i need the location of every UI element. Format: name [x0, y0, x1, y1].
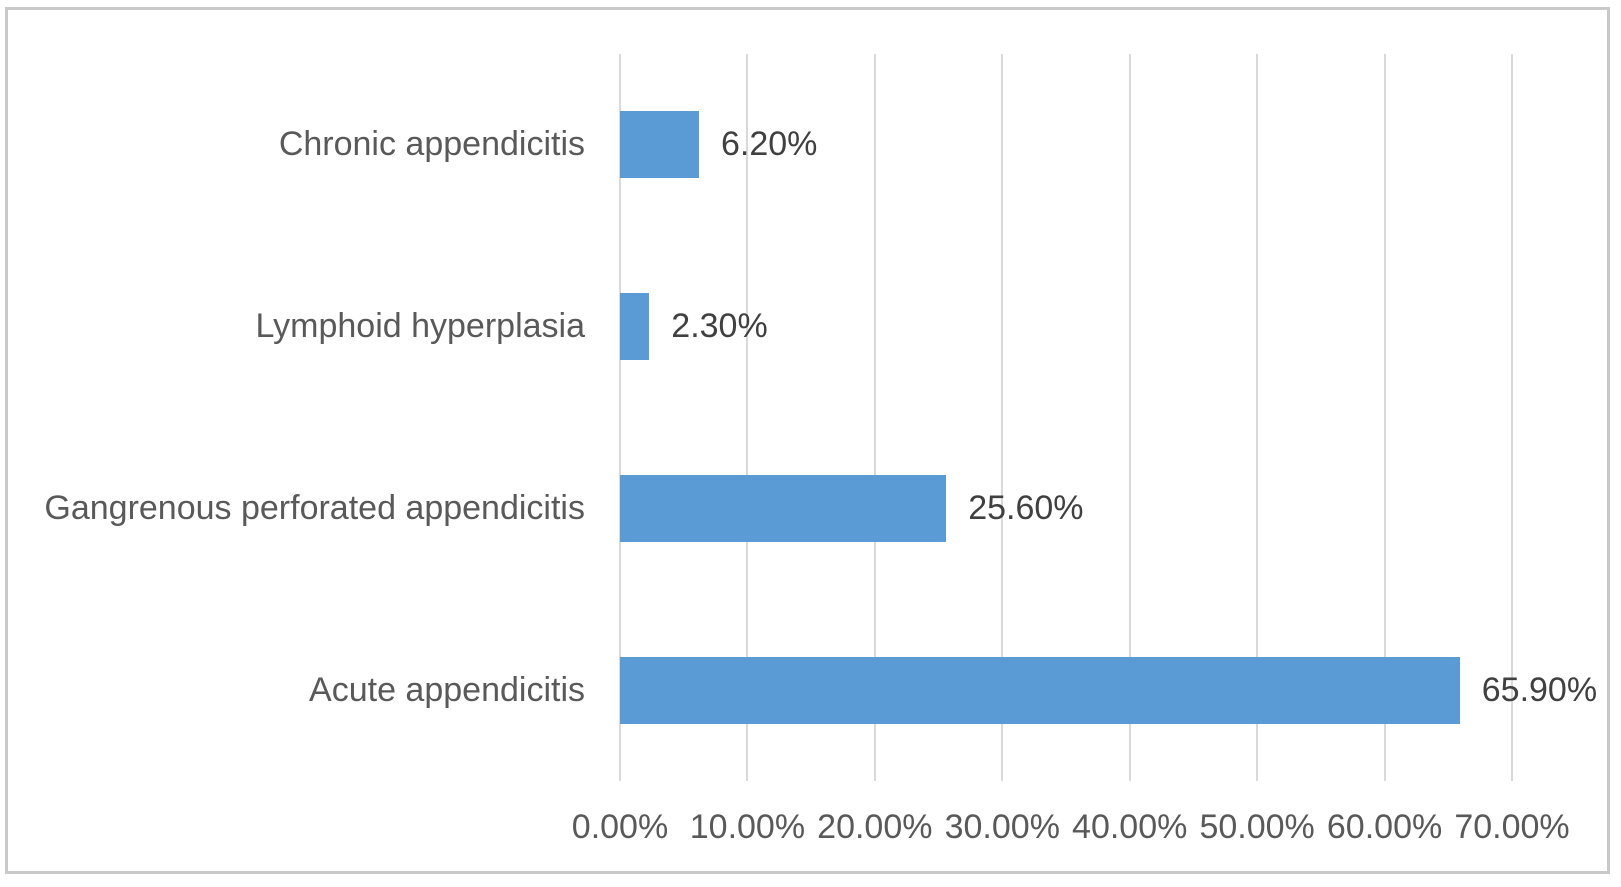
x-tick-label: 20.00%: [817, 808, 933, 846]
category-label: Acute appendicitis: [309, 670, 585, 709]
x-tick-label: 60.00%: [1326, 808, 1443, 846]
category-label: Lymphoid hyperplasia: [255, 307, 586, 346]
x-tick-label: 10.00%: [689, 808, 806, 846]
x-tick-label: 50.00%: [1199, 808, 1315, 846]
chart-frame: [5, 7, 1610, 874]
vertical-gridline: [873, 54, 876, 781]
bar-2: [620, 293, 650, 361]
x-tick-label: 30.00%: [944, 808, 1060, 846]
bar-4: [620, 656, 1460, 724]
data-label: 2.30%: [671, 307, 768, 346]
x-tick-label: 70.00%: [1454, 808, 1570, 846]
category-label: Chronic appendicitis: [278, 125, 585, 164]
vertical-gridline: [1383, 54, 1386, 781]
vertical-gridline: [1001, 54, 1004, 781]
bar-3: [620, 474, 947, 542]
data-label: 6.20%: [721, 125, 818, 164]
x-tick-label: 40.00%: [1072, 808, 1188, 846]
vertical-gridline: [1511, 54, 1513, 781]
vertical-gridline: [1256, 54, 1259, 781]
vertical-gridline: [619, 54, 621, 781]
data-label: 65.90%: [1481, 670, 1598, 709]
data-label: 25.60%: [968, 488, 1084, 527]
vertical-gridline: [1128, 54, 1131, 781]
vertical-gridline: [746, 54, 749, 781]
category-label: Gangrenous perforated appendicitis: [44, 488, 585, 527]
x-tick-label: 0.00%: [571, 808, 669, 846]
bar-1: [620, 111, 699, 179]
